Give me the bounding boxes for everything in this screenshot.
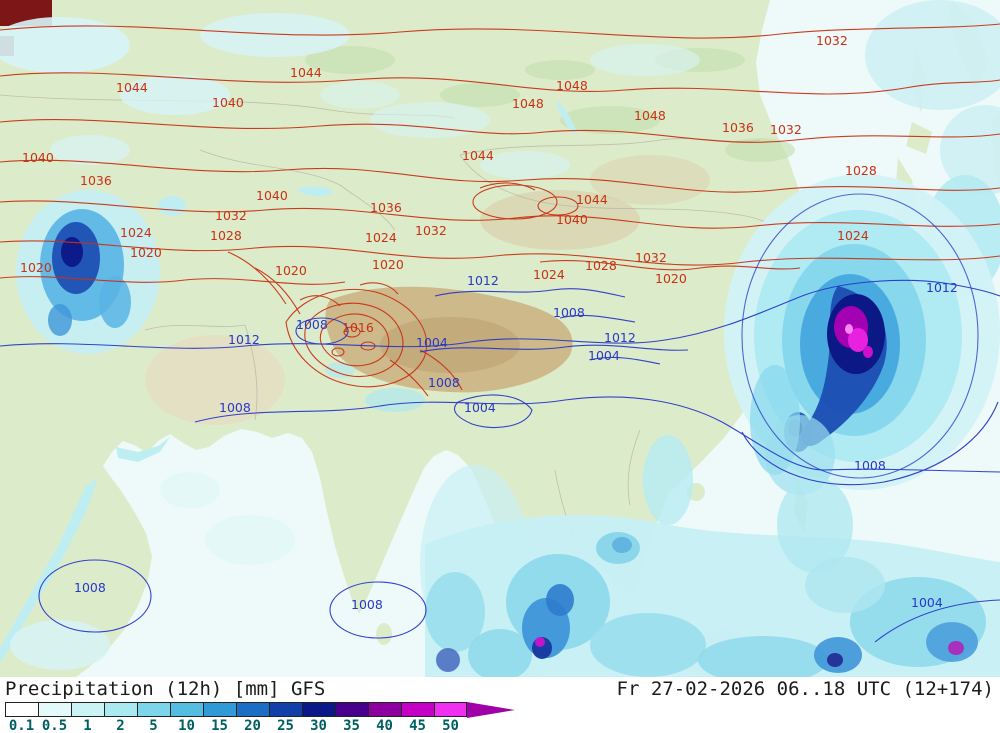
contour-label-red: 1020: [130, 245, 162, 260]
legend-swatch: [71, 702, 104, 717]
legend-value: 40: [376, 718, 393, 733]
contour-label-red: 1028: [210, 228, 242, 243]
legend-swatch: [401, 702, 434, 717]
contour-label-blue: 1008: [74, 580, 106, 595]
contour-label-red: 1036: [722, 120, 754, 135]
weather-map: 1044 1040 1044 1048 1048 1048 1036 1032 1032 1028…: [0, 0, 1000, 677]
contour-label-red: 1028: [845, 163, 877, 178]
contour-label-red: 1032: [770, 122, 802, 137]
legend-swatch: [203, 702, 236, 717]
contour-label-blue: 1004: [588, 348, 620, 363]
contour-label-red: 1020: [275, 263, 307, 278]
contour-label-red: 1024: [533, 267, 565, 282]
legend-value: 0.1: [8, 718, 35, 733]
legend-swatch: [170, 702, 203, 717]
contour-blue-layer: [0, 193, 1000, 643]
contour-label-red: 1040: [212, 95, 244, 110]
contour-label-layer: 1044 1040 1044 1048 1048 1048 1036 1032 1032 1028…: [20, 33, 958, 612]
legend-swatch: [434, 702, 467, 717]
legend-swatch: [5, 702, 38, 717]
contour-label-blue: 1004: [416, 335, 448, 350]
contour-label-red: 1036: [80, 173, 112, 188]
contour-label-red: 1020: [20, 260, 52, 275]
contour-label-red: 1032: [215, 208, 247, 223]
footer-title-row: Precipitation (12h) [mm] GFS Fr 27-02-20…: [0, 677, 1000, 700]
legend-value: 1: [83, 718, 92, 733]
contour-label-red: 1048: [634, 108, 666, 123]
contour-label-red: 1032: [415, 223, 447, 238]
map-footer: Precipitation (12h) [mm] GFS Fr 27-02-20…: [0, 677, 1000, 733]
contour-label-red: 1044: [116, 80, 148, 95]
contour-label-red: 1044: [462, 148, 494, 163]
legend-swatch: [236, 702, 269, 717]
legend-swatch: [104, 702, 137, 717]
contour-label-blue: 1012: [926, 280, 958, 295]
legend-value: 5: [149, 718, 158, 733]
legend-value: 10: [178, 718, 195, 733]
contour-label-red: 1020: [372, 257, 404, 272]
legend-arrow-icon: [467, 701, 515, 718]
contour-label-red: 1040: [22, 150, 54, 165]
legend-labels: 0.1 0.5 1 2 5 10 15 20 25 30 35 40 45 50: [0, 718, 1000, 733]
legend-value: 20: [244, 718, 261, 733]
legend-value: 15: [211, 718, 228, 733]
legend-value: 50: [442, 718, 459, 733]
contour-label-blue: 1008: [296, 317, 328, 332]
legend-swatch: [335, 702, 368, 717]
contour-label-red: 1024: [120, 225, 152, 240]
contour-label-red: 1044: [290, 65, 322, 80]
contour-label-blue: 1012: [228, 332, 260, 347]
contour-label-red: 1044: [576, 192, 608, 207]
contour-label-blue: 1004: [464, 400, 496, 415]
contour-label-red: 1040: [256, 188, 288, 203]
contour-label-blue: 1008: [854, 458, 886, 473]
contour-label-blue: 1012: [467, 273, 499, 288]
contour-label-red: 1048: [556, 78, 588, 93]
legend-scale: [5, 701, 515, 718]
legend-value: 30: [310, 718, 327, 733]
contour-label-red: 1040: [556, 212, 588, 227]
land-layer: [0, 0, 1000, 677]
contour-label-blue: 1008: [428, 375, 460, 390]
legend-value: 2: [116, 718, 125, 733]
contour-label-red: 1020: [655, 271, 687, 286]
precipitation-layer: [0, 0, 1000, 677]
legend-swatch: [302, 702, 335, 717]
legend-value: 45: [409, 718, 426, 733]
legend-swatch: [38, 702, 71, 717]
contour-label-red: 1032: [635, 250, 667, 265]
legend-swatch: [368, 702, 401, 717]
contour-label-red: 1032: [816, 33, 848, 48]
contour-label-blue: 1004: [911, 595, 943, 610]
legend-swatch: [269, 702, 302, 717]
contour-label-blue: 1008: [351, 597, 383, 612]
contour-label-red: 1036: [370, 200, 402, 215]
legend: [0, 701, 1000, 718]
contour-label-blue: 1008: [219, 400, 251, 415]
contour-label-red: 1016: [342, 320, 374, 335]
contour-label-blue: 1008: [553, 305, 585, 320]
contour-label-red: 1024: [837, 228, 869, 243]
legend-value: 0.5: [41, 718, 68, 733]
contour-label-red: 1024: [365, 230, 397, 245]
legend-value: 25: [277, 718, 294, 733]
contour-red-layer: [0, 23, 1000, 397]
map-title: Precipitation (12h) [mm] GFS: [5, 678, 326, 700]
map-graphic: 1044 1040 1044 1048 1048 1048 1036 1032 1032 1028…: [0, 0, 1000, 677]
contour-label-red: 1028: [585, 258, 617, 273]
map-datetime: Fr 27-02-2026 06..18 UTC (12+174): [616, 678, 995, 700]
legend-swatch: [137, 702, 170, 717]
contour-label-red: 1048: [512, 96, 544, 111]
contour-label-blue: 1012: [604, 330, 636, 345]
legend-value: 35: [343, 718, 360, 733]
